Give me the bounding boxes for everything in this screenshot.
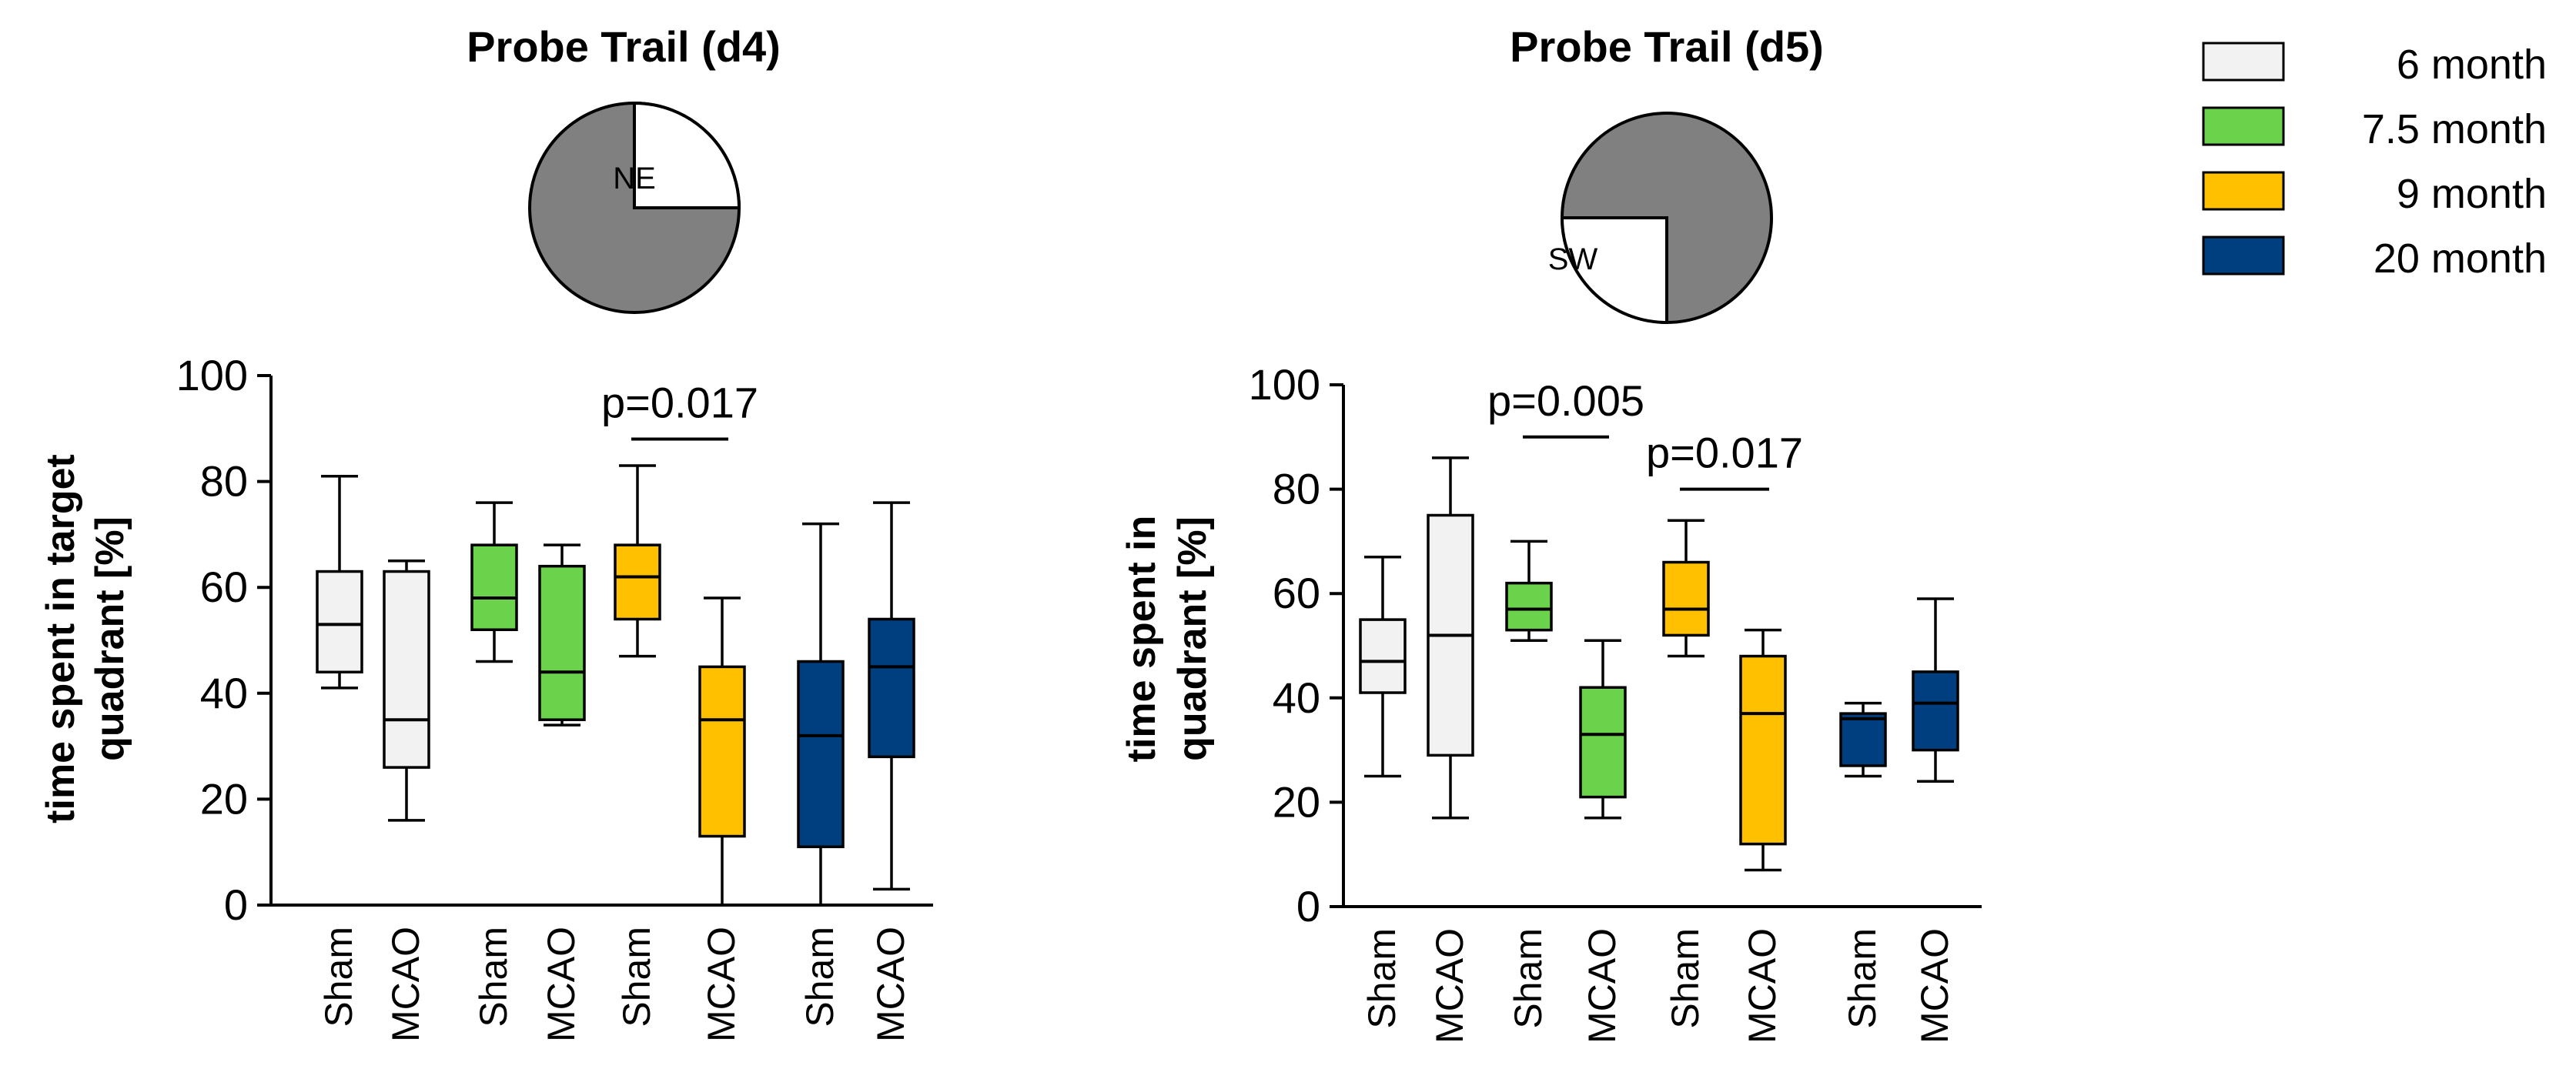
box-mcao-1 bbox=[383, 570, 430, 769]
box-plot-area: 0 20 40 60 80 100 Sham MCAO Sham MCAO Sham MCAO Sham… bbox=[1249, 360, 1982, 1044]
legend-label: 9 month bbox=[2397, 171, 2547, 217]
p-value-annotation: p=0.005 bbox=[1487, 376, 1644, 425]
box-mcao-7 bbox=[1912, 670, 1959, 752]
box-mcao-3 bbox=[538, 564, 586, 721]
chart-title: Probe Trail (d5) bbox=[1510, 22, 1824, 71]
pie-quadrant-label: NE bbox=[613, 162, 656, 195]
y-tick-label: 20 bbox=[1273, 777, 1320, 826]
y-axis-label-line1: time spent in target bbox=[38, 454, 83, 823]
box-sham-2 bbox=[470, 543, 518, 631]
y-axis-label-line2: quadrant [%] bbox=[1170, 516, 1215, 761]
y-tick-label: 80 bbox=[200, 457, 248, 506]
box-mcao-5 bbox=[698, 665, 746, 838]
chart-title: Probe Trail (d4) bbox=[467, 22, 781, 71]
y-tick-label: 0 bbox=[224, 880, 248, 929]
legend-swatch bbox=[2202, 106, 2285, 146]
legend-label: 20 month bbox=[2374, 236, 2547, 282]
quadrant-pie-icon bbox=[528, 101, 741, 314]
pie-target-quadrant bbox=[1560, 216, 1668, 325]
x-category-label: MCAO bbox=[1913, 928, 1956, 1044]
pie-target-quadrant bbox=[633, 101, 741, 209]
box-sham-4 bbox=[614, 543, 661, 621]
box-mcao-3 bbox=[1579, 686, 1627, 799]
y-tick-label: 40 bbox=[1273, 673, 1320, 722]
y-tick-label: 100 bbox=[176, 351, 248, 399]
y-tick-label: 60 bbox=[200, 563, 248, 611]
box-sham-6 bbox=[797, 660, 845, 849]
y-tick-label: 40 bbox=[200, 669, 248, 717]
x-category-label: Sham bbox=[1360, 928, 1403, 1029]
y-tick-label: 20 bbox=[200, 774, 248, 823]
x-category-label: MCAO bbox=[384, 927, 427, 1042]
y-tick-label: 80 bbox=[1273, 465, 1320, 513]
legend-label: 7.5 month bbox=[2362, 106, 2547, 152]
x-category-label: Sham bbox=[1841, 928, 1884, 1029]
legend-swatch bbox=[2202, 171, 2285, 211]
x-category-label: MCAO bbox=[1428, 928, 1471, 1044]
x-category-label: Sham bbox=[1664, 928, 1707, 1029]
panel-probe-trail-d4: Probe Trail (d4) time spent in target qu… bbox=[38, 22, 933, 1042]
x-category-label: MCAO bbox=[869, 927, 912, 1042]
x-category-label: Sham bbox=[798, 927, 841, 1027]
x-category-label: MCAO bbox=[540, 927, 583, 1042]
y-tick-label: 60 bbox=[1273, 569, 1320, 617]
box-sham-6 bbox=[1839, 712, 1887, 767]
x-category-label: MCAO bbox=[700, 927, 743, 1042]
legend-swatch bbox=[2202, 236, 2285, 276]
legend-swatch bbox=[2202, 42, 2285, 82]
p-value-annotation: p=0.017 bbox=[601, 379, 758, 427]
legend: 6 month 7.5 month 9 month 20 month bbox=[2202, 42, 2547, 282]
box-sham-4 bbox=[1662, 560, 1710, 637]
x-category-label: MCAO bbox=[1741, 928, 1784, 1044]
p-value-annotation: p=0.017 bbox=[1646, 429, 1803, 477]
y-tick-label: 0 bbox=[1296, 882, 1320, 930]
box-sham-0 bbox=[1359, 618, 1407, 694]
y-axis-label-line1: time spent in bbox=[1119, 516, 1164, 763]
x-category-label: Sham bbox=[472, 927, 515, 1027]
legend-label: 6 month bbox=[2397, 42, 2547, 88]
x-category-label: Sham bbox=[615, 927, 658, 1027]
y-tick-label: 100 bbox=[1249, 360, 1320, 409]
panel-probe-trail-d5: Probe Trail (d5) time spent in quadrant … bbox=[1119, 22, 1982, 1044]
x-category-label: Sham bbox=[1507, 928, 1550, 1029]
box-mcao-7 bbox=[868, 617, 915, 759]
y-axis-label-line2: quadrant [%] bbox=[88, 516, 132, 761]
x-category-label: Sham bbox=[317, 927, 360, 1027]
box-sham-2 bbox=[1505, 581, 1553, 632]
box-mcao-5 bbox=[1739, 654, 1787, 846]
quadrant-pie-icon bbox=[1560, 112, 1773, 325]
box-plot-area: 0 20 40 60 80 100 Sham MCAO Sham MCAO Sham MCAO Sham… bbox=[176, 351, 933, 1042]
pie-quadrant-label: SW bbox=[1548, 242, 1598, 276]
box-sham-0 bbox=[316, 570, 363, 674]
x-category-label: MCAO bbox=[1581, 928, 1624, 1044]
